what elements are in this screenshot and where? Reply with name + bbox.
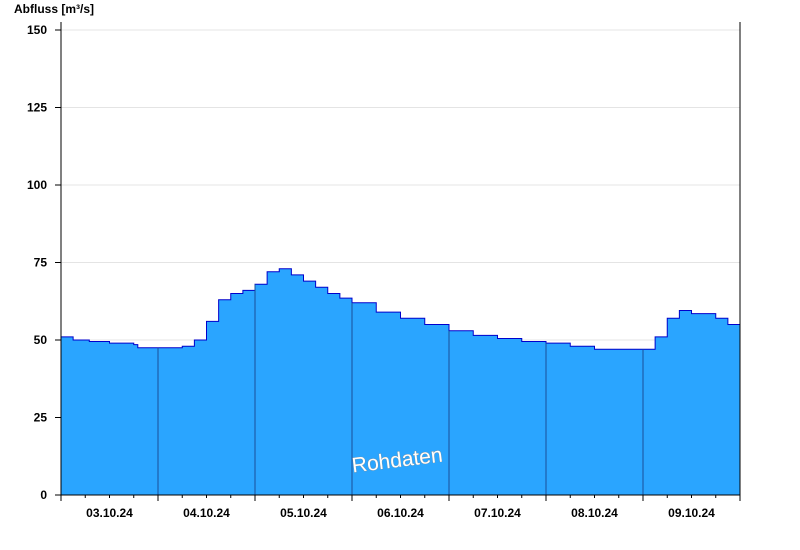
y-tick-label: 150: [27, 23, 47, 37]
x-tick-label: 04.10.24: [183, 506, 230, 520]
y-axis-ticks: 0 25 50 75 100 125 150: [27, 23, 61, 502]
x-tick-label: 08.10.24: [571, 506, 618, 520]
x-tick-label: 09.10.24: [668, 506, 715, 520]
y-tick-label: 25: [34, 411, 48, 425]
y-tick-label: 125: [27, 101, 47, 115]
day-separators: [157, 284, 644, 495]
discharge-area: [61, 268, 740, 495]
y-tick-label: 100: [27, 178, 47, 192]
x-tick-label: 03.10.24: [86, 506, 133, 520]
y-tick-label: 0: [40, 488, 47, 502]
x-axis-ticks: 03.10.24 04.10.24 05.10.24 06.10.24 07.10.24…: [60, 495, 741, 520]
x-tick-label: 06.10.24: [377, 506, 424, 520]
x-tick-label: 05.10.24: [280, 506, 327, 520]
series-area: [60, 268, 741, 495]
y-axis-title: Abfluss [m³/s]: [14, 2, 94, 16]
x-tick-label: 07.10.24: [474, 506, 521, 520]
y-tick-label: 50: [34, 333, 48, 347]
y-tick-label: 75: [34, 256, 48, 270]
discharge-line: [60, 268, 741, 350]
